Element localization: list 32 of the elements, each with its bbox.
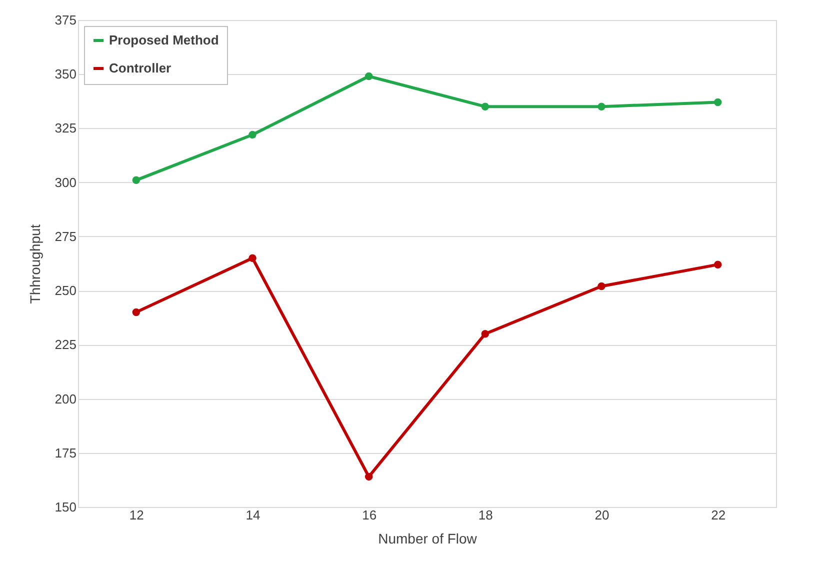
y-tick-label: 250 (54, 283, 76, 298)
y-axis-title: Thhroughput (26, 224, 43, 304)
y-tick-label: 175 (54, 445, 76, 460)
y-tick-label: 225 (54, 337, 76, 352)
point (714, 98, 722, 106)
y-tick-label: 375 (54, 12, 76, 28)
y-tick-label: 350 (54, 66, 76, 82)
point (364, 72, 373, 80)
point (132, 176, 140, 184)
x-tick-label: 16 (362, 508, 377, 522)
y-tick-label: 325 (54, 120, 76, 136)
point (364, 472, 373, 481)
point (598, 282, 606, 290)
point (714, 260, 722, 268)
x-axis-title: Number of Flow (378, 530, 478, 546)
y-tick-label: 150 (54, 500, 76, 514)
x-tick-label: 20 (594, 508, 610, 522)
legend-label: Proposed Method (109, 32, 219, 48)
point (481, 102, 490, 110)
point (598, 102, 606, 110)
y-tick-label: 275 (54, 228, 76, 244)
point (248, 130, 256, 139)
point (132, 308, 140, 316)
x-tick-label: 22 (711, 508, 726, 522)
point (248, 254, 256, 262)
x-tick-label: 12 (129, 508, 144, 522)
y-tick-label: 200 (54, 391, 76, 406)
point (481, 330, 490, 338)
y-tick-label: 300 (54, 174, 76, 190)
legend-label: Controller (109, 60, 172, 76)
x-tick-label: 14 (246, 508, 260, 522)
x-tick-label: 18 (478, 508, 493, 522)
